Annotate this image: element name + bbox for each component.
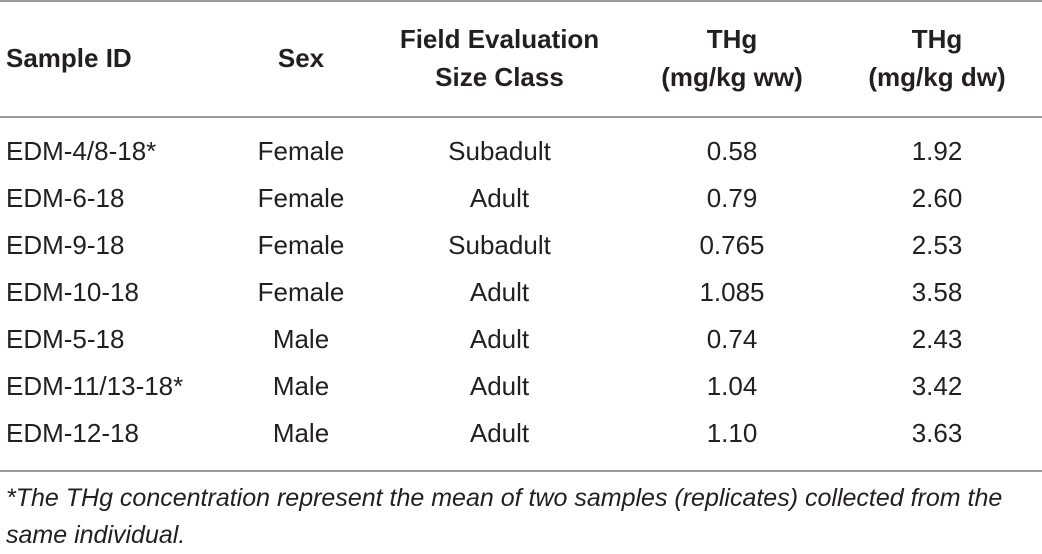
cell-sex: Female	[257, 277, 345, 307]
header-thg-dw: THg (mg/kg dw)	[868, 24, 1006, 92]
header-row: Sample ID Sex Field Evaluation Size Class…	[0, 0, 1042, 116]
header-size-class: Field Evaluation Size Class	[399, 24, 600, 92]
cell-sex: Female	[257, 183, 345, 213]
cell-thg-ww: 0.58	[706, 136, 758, 166]
table-row: EDM-4/8-18* Female Subadult 0.58 1.92	[0, 116, 1042, 175]
cell-thg-ww: 1.04	[706, 371, 758, 401]
cell-sex: Male	[272, 371, 330, 401]
cell-size-class: Subadult	[448, 230, 551, 260]
cell-thg-dw: 2.43	[911, 324, 963, 354]
cell-thg-dw: 3.42	[911, 371, 963, 401]
cell-thg-dw: 1.92	[911, 136, 963, 166]
cell-sample-id: EDM-6-18	[6, 183, 125, 213]
cell-thg-dw: 3.58	[911, 277, 963, 307]
header-sample-id: Sample ID	[6, 43, 132, 73]
top-rule	[0, 0, 1042, 2]
data-table: Sample ID Sex Field Evaluation Size Class…	[0, 0, 1042, 457]
table-row: EDM-10-18 Female Adult 1.085 3.58	[0, 269, 1042, 316]
cell-thg-ww: 0.765	[699, 230, 765, 260]
header-sex: Sex	[277, 43, 325, 73]
header-thg-ww: THg (mg/kg ww)	[661, 24, 803, 92]
table-row: EDM-11/13-18* Male Adult 1.04 3.42	[0, 363, 1042, 410]
table-row: EDM-9-18 Female Subadult 0.765 2.53	[0, 222, 1042, 269]
bottom-rule	[0, 470, 1042, 472]
cell-thg-dw: 2.53	[911, 230, 963, 260]
cell-sample-id: EDM-5-18	[6, 324, 125, 354]
cell-thg-dw: 3.63	[911, 418, 963, 448]
cell-thg-dw: 2.60	[911, 183, 963, 213]
header-rule	[0, 116, 1042, 118]
cell-thg-ww: 1.10	[706, 418, 758, 448]
cell-size-class: Adult	[469, 324, 530, 354]
cell-sample-id: EDM-12-18	[6, 418, 139, 448]
table-footnote: *The THg concentration represent the mea…	[6, 484, 1003, 549]
table-row: EDM-5-18 Male Adult 0.74 2.43	[0, 316, 1042, 363]
cell-thg-ww: 0.74	[706, 324, 758, 354]
cell-sample-id: EDM-10-18	[6, 277, 139, 307]
cell-size-class: Subadult	[448, 136, 551, 166]
cell-sample-id: EDM-9-18	[6, 230, 125, 260]
cell-size-class: Adult	[469, 371, 530, 401]
cell-thg-ww: 0.79	[706, 183, 758, 213]
cell-size-class: Adult	[469, 277, 530, 307]
cell-thg-ww: 1.085	[699, 277, 765, 307]
table-row: EDM-6-18 Female Adult 0.79 2.60	[0, 175, 1042, 222]
table-row: EDM-12-18 Male Adult 1.10 3.63	[0, 410, 1042, 457]
cell-sample-id: EDM-4/8-18*	[6, 136, 157, 166]
cell-size-class: Adult	[469, 183, 530, 213]
cell-sex: Male	[272, 418, 330, 448]
cell-sex: Female	[257, 230, 345, 260]
cell-sex: Female	[257, 136, 345, 166]
cell-sample-id: EDM-11/13-18*	[6, 371, 184, 401]
cell-size-class: Adult	[469, 418, 530, 448]
cell-sex: Male	[272, 324, 330, 354]
